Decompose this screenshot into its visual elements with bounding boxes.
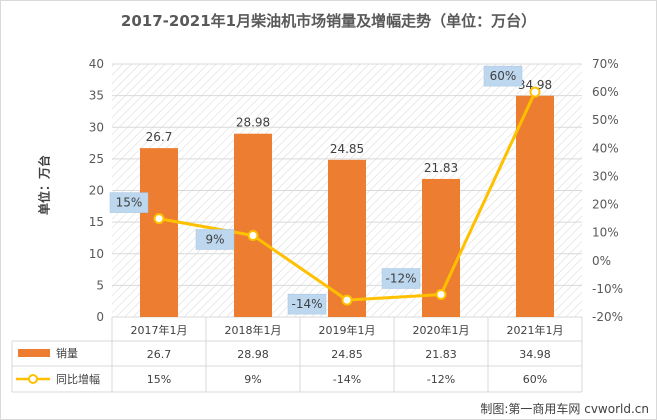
line-data-label: 15% bbox=[116, 196, 143, 210]
chart-title: 2017-2021年1月柴油机市场销量及增幅走势（单位：万台） bbox=[120, 12, 537, 30]
y-right-tick-label: 10% bbox=[592, 226, 619, 240]
y-left-tick-label: 35 bbox=[89, 89, 104, 103]
table-cell: -12% bbox=[427, 373, 455, 386]
bar bbox=[234, 133, 272, 317]
line-data-label-box bbox=[483, 65, 523, 87]
table-cell: 26.7 bbox=[147, 348, 172, 361]
bar-data-label: 26.7 bbox=[146, 130, 173, 144]
line-data-label-box bbox=[287, 293, 327, 315]
bar bbox=[140, 148, 178, 317]
line-point bbox=[153, 213, 165, 225]
bar-data-label: 24.85 bbox=[330, 142, 364, 156]
y-right-tick-label: 70% bbox=[592, 57, 619, 71]
legend-swatch-bar bbox=[18, 349, 50, 357]
y-left-tick-label: 15 bbox=[89, 215, 104, 229]
y-right-tick-label: 20% bbox=[592, 198, 619, 212]
y-right-tick-label: 50% bbox=[592, 113, 619, 127]
table-cell: 9% bbox=[244, 373, 261, 386]
watermark-text: 制图:第一商用车网 cvworld.cn bbox=[480, 402, 649, 416]
y-left-tick-label: 20 bbox=[89, 184, 104, 198]
line-point bbox=[247, 229, 259, 241]
table-cell: 24.85 bbox=[331, 348, 363, 361]
line-point bbox=[529, 86, 541, 98]
y-left-tick-label: 25 bbox=[89, 152, 104, 166]
y-right-tick-label: 0% bbox=[592, 254, 611, 268]
x-category-label: 2017年1月 bbox=[131, 323, 188, 337]
bar-data-label: 21.83 bbox=[424, 161, 458, 175]
y-right-tick-label: 60% bbox=[592, 85, 619, 99]
y-right-tick-label: 30% bbox=[592, 169, 619, 183]
y-right-tick-label: -10% bbox=[592, 282, 623, 296]
x-category-label: 2018年1月 bbox=[225, 323, 282, 337]
legend-label-bar: 销量 bbox=[56, 346, 78, 360]
y-left-tick-label: 5 bbox=[96, 278, 104, 292]
table-cell: 60% bbox=[523, 373, 547, 386]
line-point bbox=[341, 294, 353, 306]
table-cell: 28.98 bbox=[237, 348, 269, 361]
line-data-label-box bbox=[195, 229, 235, 250]
table-cell: 34.98 bbox=[519, 348, 551, 361]
line-data-label: 9% bbox=[205, 232, 224, 246]
line-point bbox=[435, 289, 447, 301]
y-left-tick-label: 0 bbox=[96, 310, 104, 324]
table-cell: 21.83 bbox=[425, 348, 457, 361]
line-data-label-box bbox=[109, 192, 149, 213]
line-data-label: 60% bbox=[490, 69, 517, 83]
line-data-label-box bbox=[381, 268, 421, 289]
x-category-label: 2019年1月 bbox=[319, 323, 376, 337]
y-right-tick-label: 40% bbox=[592, 141, 619, 155]
bar-data-label: 34.98 bbox=[518, 78, 552, 92]
legend-swatch-marker bbox=[28, 374, 38, 384]
y-right-tick-label: -20% bbox=[592, 310, 623, 324]
table-cell: 15% bbox=[147, 373, 171, 386]
bar-data-label: 28.98 bbox=[236, 116, 270, 130]
y-left-tick-label: 30 bbox=[89, 120, 104, 134]
bar bbox=[516, 95, 554, 318]
line-data-label: -12% bbox=[385, 272, 416, 286]
legend-label-line: 同比增幅 bbox=[56, 372, 100, 386]
line-data-label: -14% bbox=[291, 297, 322, 311]
bar bbox=[328, 159, 366, 317]
y-left-tick-label: 40 bbox=[89, 57, 104, 71]
x-category-label: 2021年1月 bbox=[507, 323, 564, 337]
x-category-label: 2020年1月 bbox=[413, 323, 470, 337]
y-left-tick-label: 10 bbox=[89, 247, 104, 261]
table-cell: -14% bbox=[333, 373, 361, 386]
